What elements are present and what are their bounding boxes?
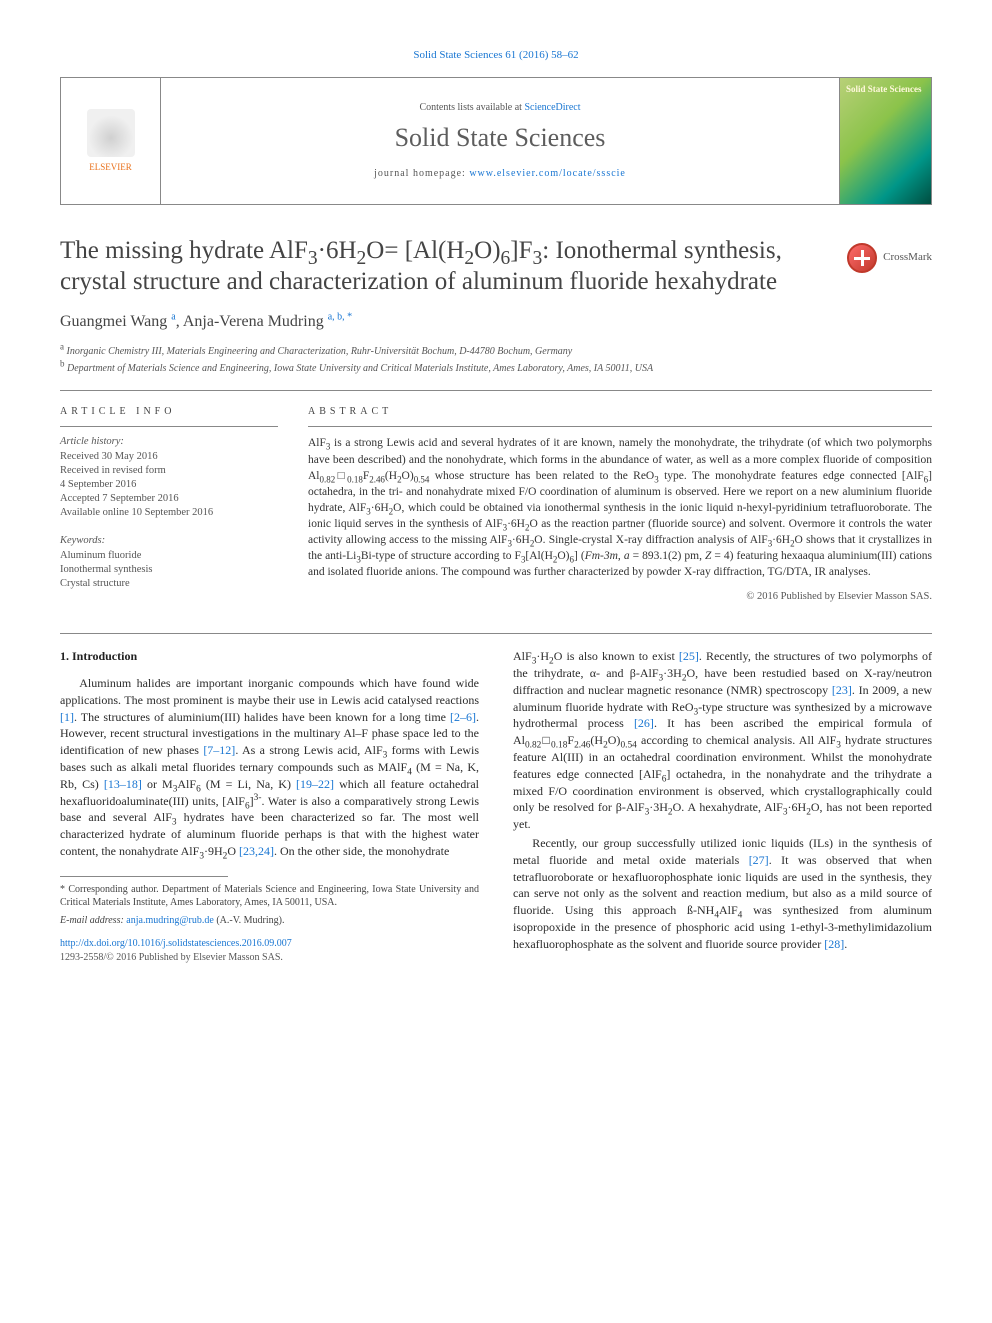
affiliation-b: b Department of Materials Science and En…	[60, 362, 932, 376]
abstract-head: ABSTRACT	[308, 405, 932, 428]
publisher-logo-cell: ELSEVIER	[61, 78, 161, 204]
history-line: Accepted 7 September 2016	[60, 493, 179, 504]
citation-link[interactable]: [19–22]	[296, 777, 334, 791]
doi-link[interactable]: http://dx.doi.org/10.1016/j.solidstatesc…	[60, 937, 479, 951]
crossmark-icon	[847, 243, 877, 273]
email-link[interactable]: anja.mudring@rub.de	[126, 915, 214, 926]
contents-prefix: Contents lists available at	[419, 102, 524, 113]
crossmark-badge[interactable]: CrossMark	[847, 235, 932, 273]
cover-title: Solid State Sciences	[846, 84, 922, 94]
issue-link[interactable]: Solid State Sciences 61 (2016) 58–62	[60, 48, 932, 63]
article-info: ARTICLE INFO Article history: Received 3…	[60, 405, 278, 605]
abstract-body: AlF3 is a strong Lewis acid and several …	[308, 435, 932, 580]
abstract-copyright: © 2016 Published by Elsevier Masson SAS.	[308, 590, 932, 604]
header-center: Contents lists available at ScienceDirec…	[161, 78, 839, 204]
elsevier-tree-icon	[87, 109, 135, 157]
keywords-label: Keywords:	[60, 535, 105, 546]
citation-link[interactable]: [27]	[749, 853, 769, 867]
keyword: Aluminum fluoride	[60, 550, 141, 561]
body-paragraph: Aluminum halides are important inorganic…	[60, 675, 479, 860]
email-person: (A.-V. Mudring).	[216, 915, 284, 926]
column-right: AlF3·H2O is also known to exist [25]. Re…	[513, 648, 932, 965]
body-columns: 1. Introduction Aluminum halides are imp…	[60, 648, 932, 965]
history-line: Received in revised form	[60, 465, 166, 476]
contents-available-line: Contents lists available at ScienceDirec…	[419, 101, 580, 115]
citation-link[interactable]: [2–6]	[450, 710, 476, 724]
homepage-prefix: journal homepage:	[374, 168, 469, 179]
history-line: Available online 10 September 2016	[60, 507, 213, 518]
elsevier-wordmark: ELSEVIER	[89, 161, 132, 173]
citation-link[interactable]: [7–12]	[203, 743, 235, 757]
citation-link[interactable]: [23,24]	[239, 844, 274, 858]
body-paragraph: Recently, our group successfully utilize…	[513, 835, 932, 953]
abstract: ABSTRACT AlF3 is a strong Lewis acid and…	[308, 405, 932, 605]
body-paragraph: AlF3·H2O is also known to exist [25]. Re…	[513, 648, 932, 833]
history-line: 4 September 2016	[60, 479, 136, 490]
elsevier-logo[interactable]: ELSEVIER	[81, 101, 141, 181]
title-row: The missing hydrate AlF3·6H2O= [Al(H2O)6…	[60, 235, 932, 298]
divider	[60, 390, 932, 391]
paper-title: The missing hydrate AlF3·6H2O= [Al(H2O)6…	[60, 235, 847, 298]
citation-link[interactable]: [1]	[60, 710, 74, 724]
citation-link[interactable]: [28]	[824, 937, 844, 951]
citation-link[interactable]: [25]	[679, 649, 699, 663]
journal-header: ELSEVIER Contents lists available at Sci…	[60, 77, 932, 205]
section-heading: 1. Introduction	[60, 648, 479, 665]
history-line: Received 30 May 2016	[60, 451, 158, 462]
journal-homepage-link[interactable]: www.elsevier.com/locate/ssscie	[469, 168, 626, 179]
authors: Guangmei Wang a, Anja-Verena Mudring a, …	[60, 311, 932, 333]
journal-name: Solid State Sciences	[395, 120, 606, 155]
info-abstract-row: ARTICLE INFO Article history: Received 3…	[60, 405, 932, 605]
footnote-separator	[60, 876, 228, 877]
affiliation-a: a Inorganic Chemistry III, Materials Eng…	[60, 345, 932, 359]
citation-link[interactable]: [23]	[832, 683, 852, 697]
citation-link[interactable]: [13–18]	[104, 777, 142, 791]
column-left: 1. Introduction Aluminum halides are imp…	[60, 648, 479, 965]
crossmark-label: CrossMark	[883, 250, 932, 265]
citation-link[interactable]: [26]	[634, 716, 654, 730]
journal-cover-thumb: Solid State Sciences	[839, 78, 931, 204]
issn-copyright: 1293-2558/© 2016 Published by Elsevier M…	[60, 951, 479, 965]
email-label: E-mail address:	[60, 915, 124, 926]
keyword: Ionothermal synthesis	[60, 564, 152, 575]
history-label: Article history:	[60, 436, 124, 447]
corresponding-author-footnote: * Corresponding author. Department of Ma…	[60, 883, 479, 928]
article-history: Article history: Received 30 May 2016 Re…	[60, 435, 278, 520]
keyword: Crystal structure	[60, 578, 130, 589]
keywords-block: Keywords: Aluminum fluoride Ionothermal …	[60, 534, 278, 591]
divider	[60, 633, 932, 634]
sciencedirect-link[interactable]: ScienceDirect	[524, 102, 580, 113]
journal-homepage-line: journal homepage: www.elsevier.com/locat…	[374, 167, 626, 181]
footnote-corr: * Corresponding author. Department of Ma…	[60, 883, 479, 910]
article-info-head: ARTICLE INFO	[60, 405, 278, 428]
